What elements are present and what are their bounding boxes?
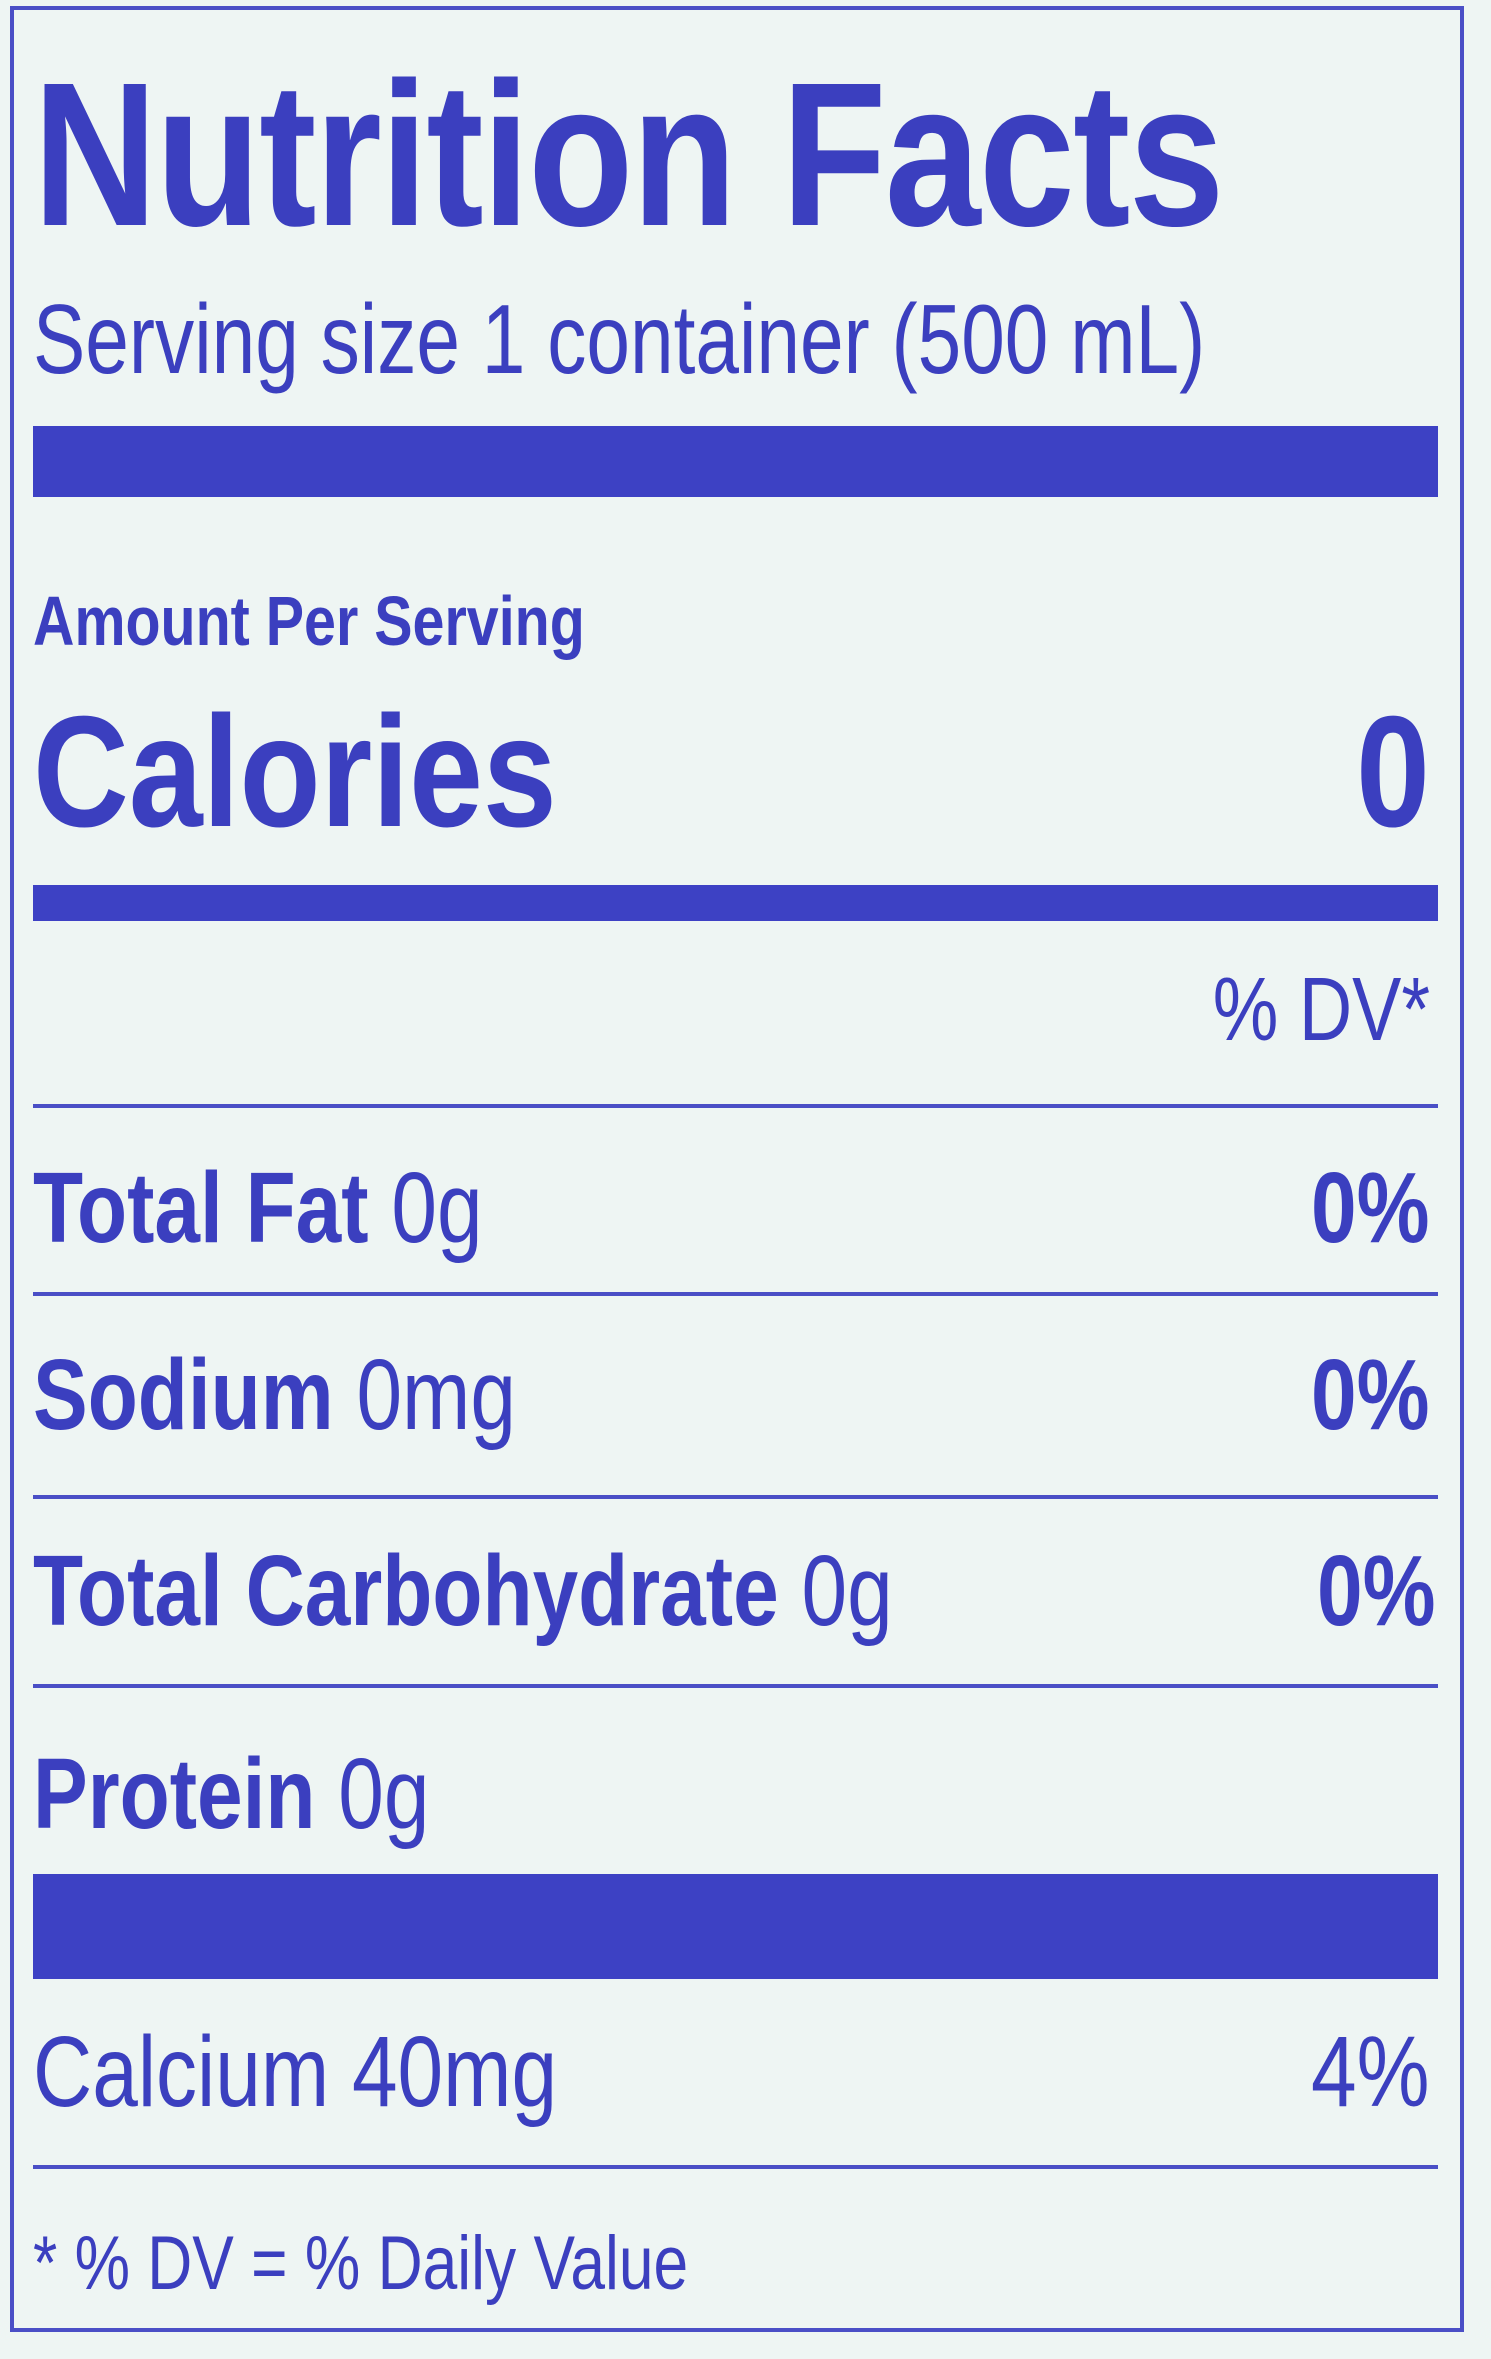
divider [33, 1104, 1438, 1108]
thick-divider [33, 1874, 1438, 1979]
calories-value: 0 [1356, 684, 1430, 860]
amount-per-serving: Amount Per Serving [33, 582, 585, 660]
dv-header: % DV* [1213, 965, 1430, 1055]
dv-header-text: % DV* [1212, 960, 1430, 1060]
serving-size: Serving size 1 container (500 mL) [33, 284, 1206, 394]
nutrient-row-sodium: Sodium 0mg [33, 1345, 516, 1445]
nutrient-row-protein: Protein 0g [33, 1744, 429, 1844]
thick-divider [33, 426, 1438, 497]
nutrient-row-total-carbohydrate: Total Carbohydrate 0g [33, 1541, 893, 1641]
nutrient-amount: 0g [801, 1535, 893, 1647]
nutrient-row-total-fat: Total Fat 0g [33, 1158, 483, 1258]
label-title: Nutrition Facts [33, 40, 1224, 269]
label-border [10, 6, 1464, 2332]
vitamin-row-calcium: Calcium 40mg [33, 2016, 558, 2128]
nutrient-amount: 0g [338, 1738, 430, 1850]
footnote: * % DV = % Daily Value [33, 2221, 689, 2306]
vitamin-dv: 4% [1311, 2016, 1430, 2128]
divider [33, 1292, 1438, 1296]
nutrient-dv: 0% [1311, 1339, 1430, 1451]
nutrient-name: Sodium [33, 1339, 334, 1451]
divider [33, 1495, 1438, 1499]
medium-divider [33, 885, 1438, 921]
nutrient-amount: 0mg [356, 1339, 516, 1451]
nutrient-name: Total Carbohydrate [33, 1535, 779, 1647]
calories-label: Calories [33, 684, 557, 860]
nutrient-name: Protein [33, 1738, 316, 1850]
nutrient-amount: 0g [391, 1152, 483, 1264]
divider [33, 2165, 1438, 2169]
nutrient-name: Total Fat [33, 1152, 369, 1264]
nutrient-dv: 0% [1311, 1152, 1430, 1264]
nutrient-dv: 0% [1317, 1535, 1436, 1647]
divider [33, 1684, 1438, 1688]
